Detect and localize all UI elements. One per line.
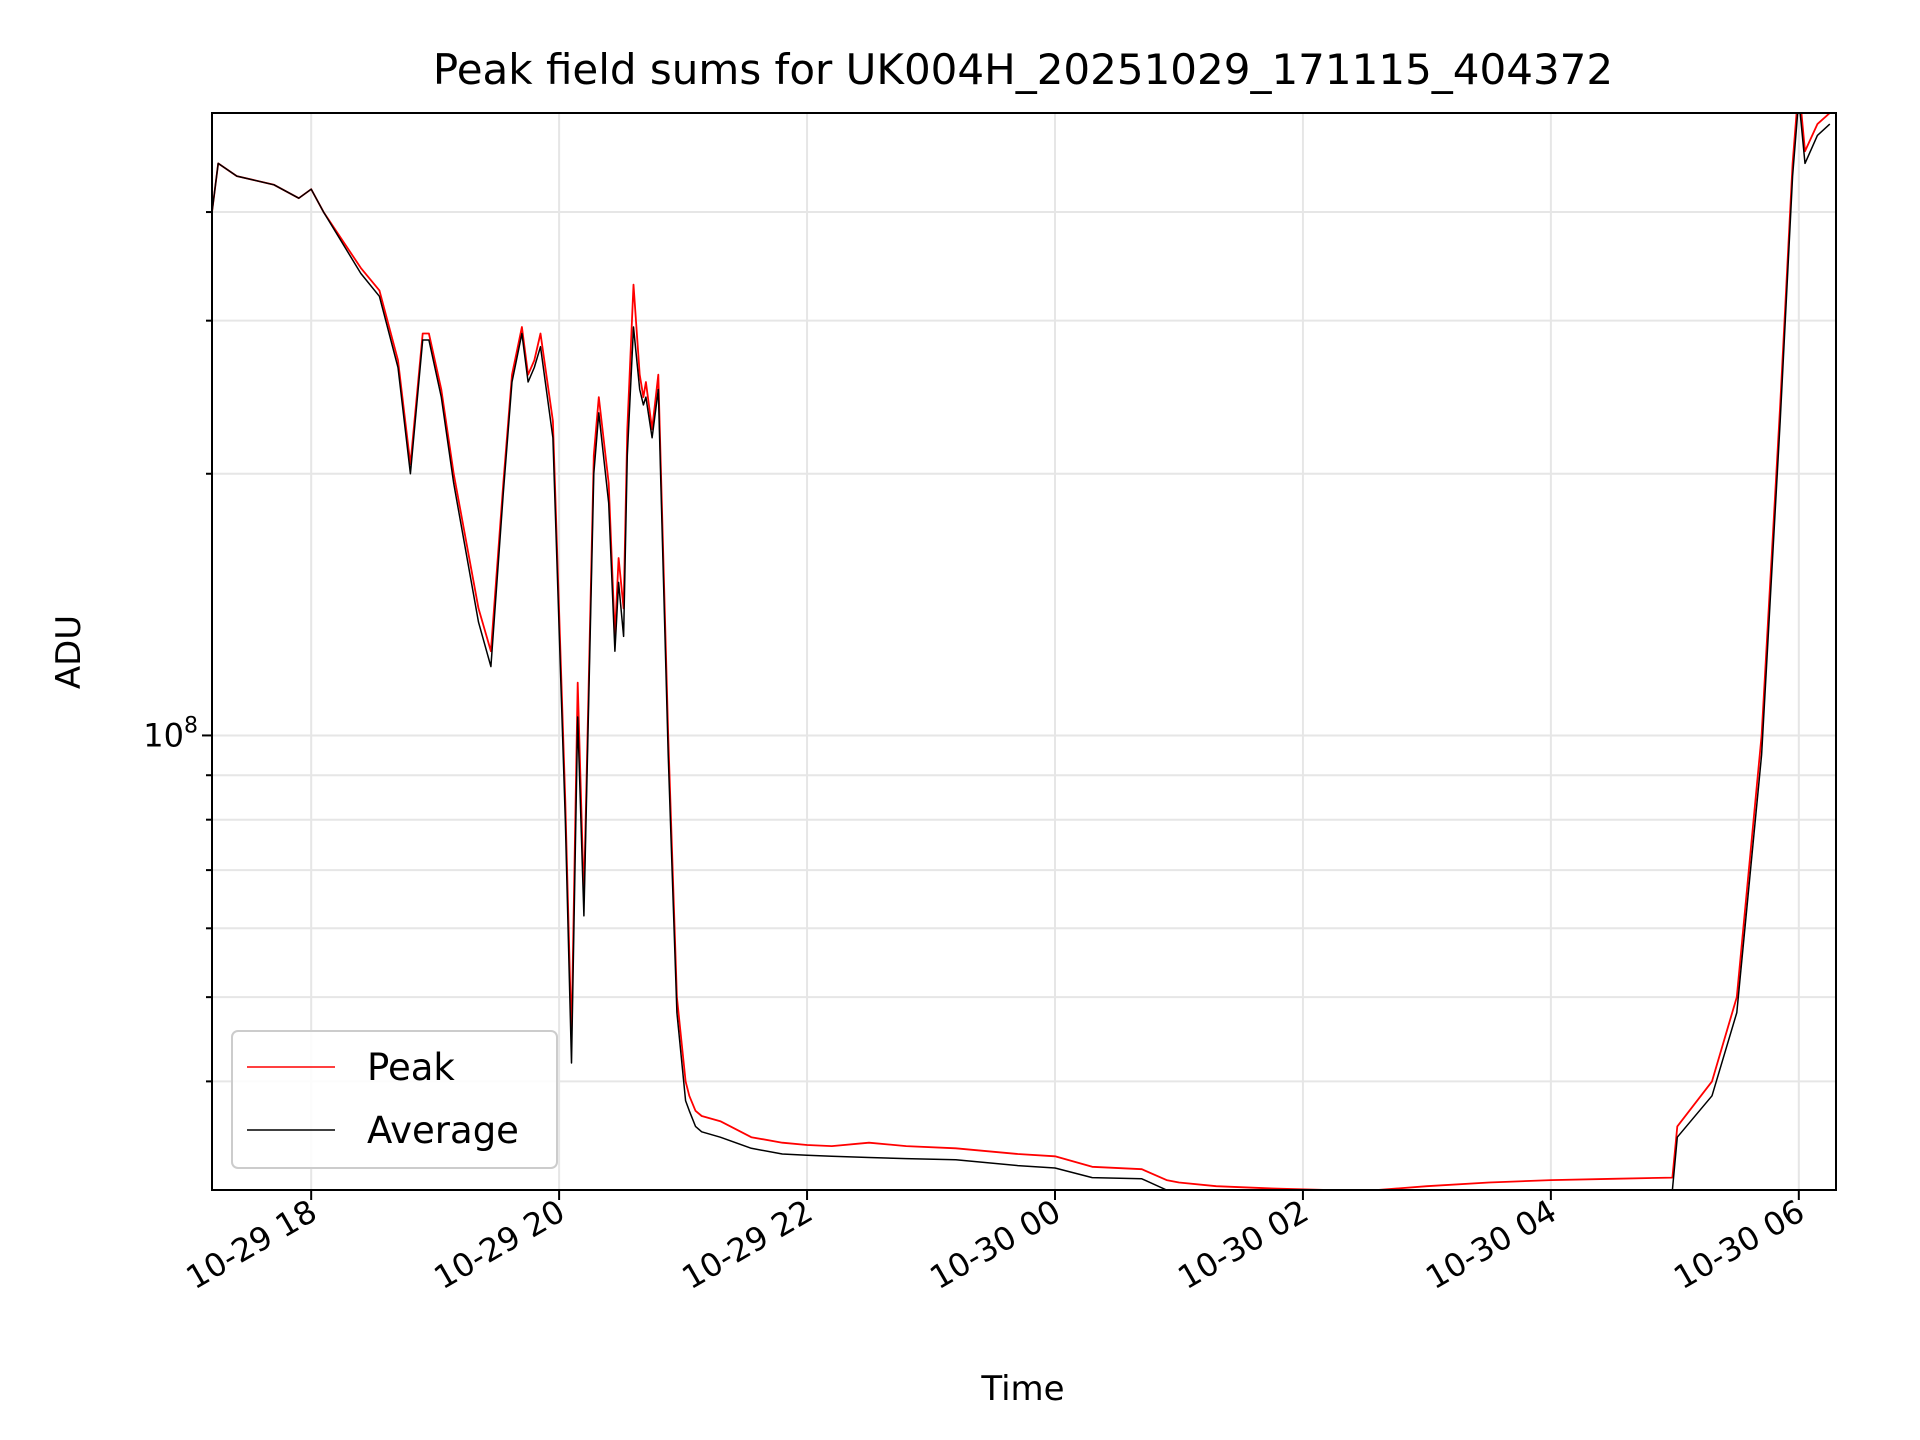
y-axis-label: ADU bbox=[49, 615, 89, 689]
plot-frame bbox=[211, 112, 1837, 1191]
chart-title: Peak field sums for UK004H_20251029_1711… bbox=[433, 45, 1613, 94]
legend-box bbox=[231, 1030, 558, 1169]
series-line-average bbox=[212, 113, 1831, 1190]
series-line-peak bbox=[212, 113, 1831, 1190]
x-axis-label: Time bbox=[980, 1369, 1064, 1409]
y-tick-exponent: 8 bbox=[184, 713, 198, 738]
legend: Peak Average bbox=[231, 1030, 558, 1169]
series-layer bbox=[212, 113, 1831, 1190]
y-tick-label: 108 bbox=[143, 713, 198, 754]
y-tick-base: 10 bbox=[143, 716, 184, 754]
legend-label-peak: Peak bbox=[367, 1046, 455, 1089]
legend-label-average: Average bbox=[367, 1109, 519, 1152]
